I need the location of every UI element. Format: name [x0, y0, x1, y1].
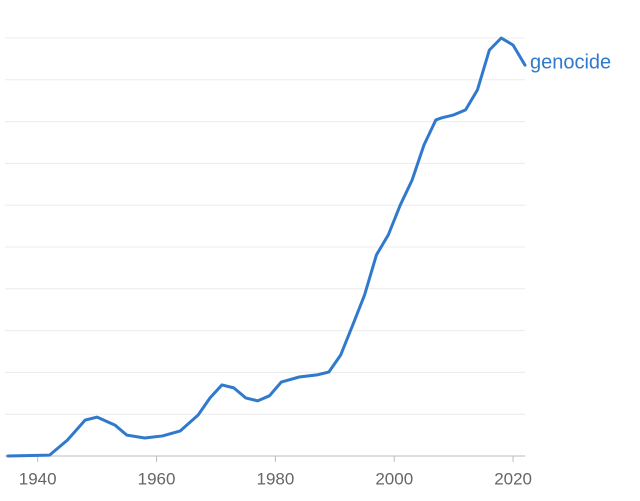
line-series	[6, 36, 527, 458]
series-label: genocide	[530, 51, 611, 73]
x-tick-label: 2020	[494, 469, 532, 488]
x-tick-label: 1960	[138, 469, 176, 488]
x-tick-label: 1980	[256, 469, 294, 488]
x-tick-label: 1940	[19, 469, 57, 488]
x-tick-label: 2000	[375, 469, 413, 488]
